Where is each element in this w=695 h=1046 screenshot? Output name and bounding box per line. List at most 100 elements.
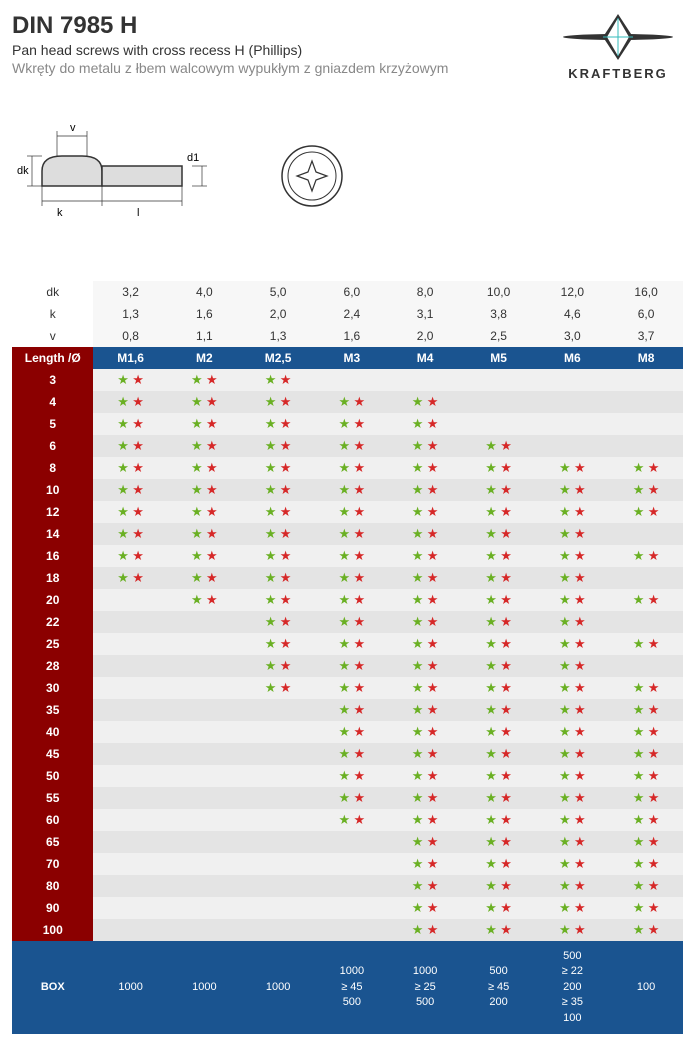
star-green-icon: ★: [485, 592, 497, 607]
availability-cell: ★ ★: [462, 699, 536, 721]
availability-cell: ★ ★: [535, 589, 609, 611]
data-row: 22★ ★★ ★★ ★★ ★★ ★: [12, 611, 683, 633]
availability-cell: ★ ★: [389, 413, 462, 435]
star-red-icon: ★: [427, 570, 439, 585]
spec-value: 1,6: [315, 325, 388, 347]
star-red-icon: ★: [574, 812, 586, 827]
star-green-icon: ★: [633, 746, 645, 761]
star-red-icon: ★: [354, 482, 366, 497]
availability-cell: [315, 897, 388, 919]
star-red-icon: ★: [354, 636, 366, 651]
availability-cell: [241, 853, 315, 875]
length-cell: 20: [12, 589, 93, 611]
star-green-icon: ★: [265, 636, 277, 651]
star-green-icon: ★: [633, 636, 645, 651]
star-red-icon: ★: [574, 746, 586, 761]
spec-value: 1,3: [241, 325, 315, 347]
screw-top-view: [272, 136, 352, 216]
availability-cell: [535, 369, 609, 391]
star-green-icon: ★: [412, 570, 424, 585]
availability-cell: [241, 875, 315, 897]
star-green-icon: ★: [339, 812, 351, 827]
availability-cell: ★ ★: [315, 545, 388, 567]
availability-cell: ★ ★: [462, 633, 536, 655]
star-red-icon: ★: [574, 526, 586, 541]
availability-cell: [93, 677, 167, 699]
availability-cell: ★ ★: [389, 787, 462, 809]
data-row: 12★ ★★ ★★ ★★ ★★ ★★ ★★ ★★ ★: [12, 501, 683, 523]
star-green-icon: ★: [412, 702, 424, 717]
logo-icon: [553, 12, 683, 62]
star-red-icon: ★: [354, 504, 366, 519]
availability-cell: [93, 611, 167, 633]
star-green-icon: ★: [485, 878, 497, 893]
availability-cell: [93, 633, 167, 655]
availability-cell: ★ ★: [389, 919, 462, 941]
availability-cell: ★ ★: [315, 523, 388, 545]
star-green-icon: ★: [339, 702, 351, 717]
availability-cell: [93, 853, 167, 875]
star-green-icon: ★: [559, 922, 571, 937]
star-green-icon: ★: [633, 482, 645, 497]
star-red-icon: ★: [648, 922, 660, 937]
availability-cell: ★ ★: [462, 897, 536, 919]
star-green-icon: ★: [191, 416, 203, 431]
data-row: 70★ ★★ ★★ ★★ ★: [12, 853, 683, 875]
availability-cell: ★ ★: [535, 787, 609, 809]
availability-cell: ★ ★: [93, 501, 167, 523]
star-red-icon: ★: [354, 614, 366, 629]
star-green-icon: ★: [633, 834, 645, 849]
availability-cell: ★ ★: [168, 369, 241, 391]
star-red-icon: ★: [427, 592, 439, 607]
box-value: 1000: [93, 941, 167, 1034]
star-green-icon: ★: [412, 526, 424, 541]
availability-cell: [168, 875, 241, 897]
box-value: 1000≥ 25500: [389, 941, 462, 1034]
availability-cell: ★ ★: [462, 853, 536, 875]
length-cell: 28: [12, 655, 93, 677]
availability-cell: ★ ★: [462, 655, 536, 677]
spec-value: 0,8: [93, 325, 167, 347]
star-green-icon: ★: [339, 724, 351, 739]
availability-cell: [462, 369, 536, 391]
star-red-icon: ★: [574, 548, 586, 563]
availability-cell: ★ ★: [462, 875, 536, 897]
length-cell: 70: [12, 853, 93, 875]
availability-cell: [609, 567, 683, 589]
star-green-icon: ★: [485, 834, 497, 849]
star-green-icon: ★: [485, 614, 497, 629]
star-green-icon: ★: [412, 790, 424, 805]
length-cell: 100: [12, 919, 93, 941]
star-red-icon: ★: [427, 768, 439, 783]
star-red-icon: ★: [500, 614, 512, 629]
star-green-icon: ★: [485, 900, 497, 915]
star-green-icon: ★: [485, 856, 497, 871]
availability-cell: ★ ★: [93, 413, 167, 435]
star-red-icon: ★: [648, 856, 660, 871]
data-row: 25★ ★★ ★★ ★★ ★★ ★★ ★: [12, 633, 683, 655]
length-cell: 25: [12, 633, 93, 655]
spec-value: 5,0: [241, 281, 315, 303]
star-red-icon: ★: [280, 416, 292, 431]
star-red-icon: ★: [427, 724, 439, 739]
availability-cell: ★ ★: [168, 391, 241, 413]
availability-cell: ★ ★: [535, 875, 609, 897]
star-green-icon: ★: [633, 856, 645, 871]
star-red-icon: ★: [354, 746, 366, 761]
box-value: 500≥ 22200≥ 35100: [535, 941, 609, 1034]
star-green-icon: ★: [339, 548, 351, 563]
availability-cell: [315, 369, 388, 391]
spec-table: dk3,24,05,06,08,010,012,016,0k1,31,62,02…: [12, 281, 683, 1034]
star-green-icon: ★: [339, 592, 351, 607]
star-green-icon: ★: [485, 438, 497, 453]
availability-cell: ★ ★: [389, 435, 462, 457]
availability-cell: ★ ★: [609, 721, 683, 743]
star-green-icon: ★: [485, 680, 497, 695]
star-red-icon: ★: [574, 724, 586, 739]
star-green-icon: ★: [117, 482, 129, 497]
box-row: BOX1000100010001000≥ 455001000≥ 25500500…: [12, 941, 683, 1034]
availability-cell: ★ ★: [315, 413, 388, 435]
star-red-icon: ★: [427, 482, 439, 497]
star-red-icon: ★: [280, 460, 292, 475]
star-red-icon: ★: [132, 504, 144, 519]
